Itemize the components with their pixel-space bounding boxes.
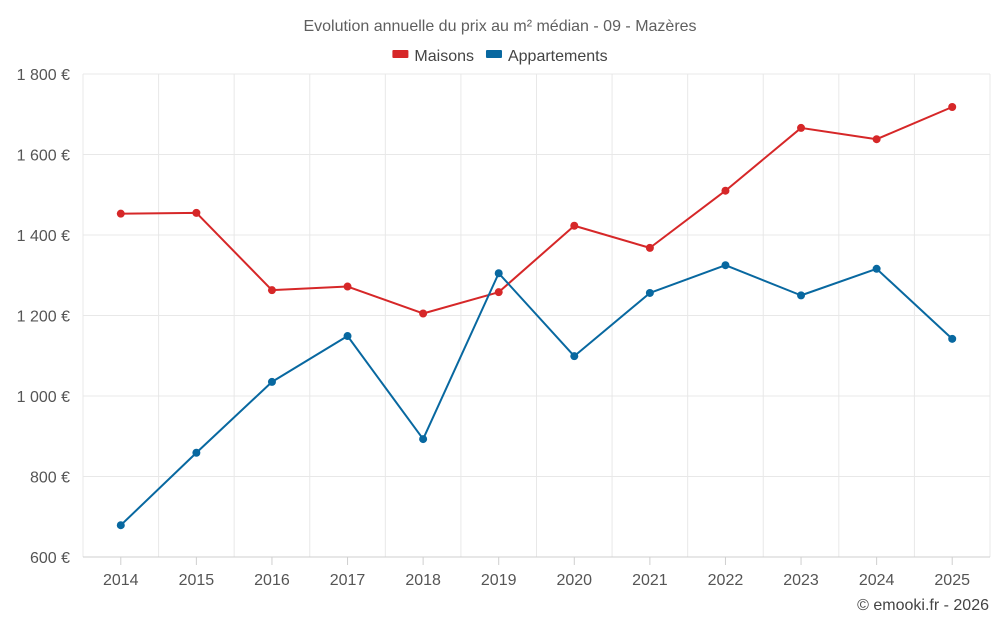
- data-point-maisons: [948, 103, 957, 112]
- y-tick-label: 1 600 €: [17, 148, 70, 165]
- data-point-appartements: [192, 448, 201, 457]
- data-point-appartements: [872, 264, 881, 273]
- data-point-appartements: [343, 332, 352, 341]
- y-tick-label: 1 200 €: [17, 309, 70, 326]
- legend-swatch: [485, 50, 502, 58]
- data-point-maisons: [494, 288, 503, 297]
- legend-label: Appartements: [508, 48, 608, 65]
- data-point-appartements: [948, 334, 957, 343]
- x-tick-label: 2016: [254, 572, 290, 589]
- legend-item-appartements: Appartements: [485, 48, 608, 65]
- x-tick-label: 2017: [330, 572, 366, 589]
- data-point-maisons: [721, 186, 730, 195]
- y-tick-label: 600 €: [30, 550, 70, 567]
- data-point-appartements: [797, 291, 806, 300]
- x-tick-label: 2015: [179, 572, 215, 589]
- x-tick-label: 2019: [481, 572, 517, 589]
- data-point-appartements: [267, 377, 276, 386]
- data-point-maisons: [192, 208, 201, 217]
- series-line-maisons: [120, 106, 953, 315]
- data-point-maisons: [267, 286, 276, 295]
- x-tick-label: 2014: [103, 572, 139, 589]
- y-tick-label: 1 400 €: [17, 228, 70, 245]
- axes: 600 € 800 € 1 000 € 1 200 € 1 400 € 1 600 € 1 …: [17, 67, 990, 589]
- credit-label: © emooki.fr - 2026: [857, 597, 989, 614]
- x-tick-label: 2022: [708, 572, 744, 589]
- data-point-maisons: [343, 282, 352, 291]
- data-point-appartements: [419, 435, 428, 444]
- data-point-appartements: [570, 352, 579, 361]
- legend-item-maisons: Maisons: [392, 48, 474, 65]
- x-tick-label: 2025: [934, 572, 970, 589]
- legend: Maisons Appartements: [392, 48, 608, 65]
- data-point-maisons: [797, 123, 806, 132]
- data-point-maisons: [116, 209, 125, 218]
- data-point-maisons: [645, 243, 654, 252]
- legend-label: Maisons: [414, 48, 474, 65]
- data-point-appartements: [494, 269, 503, 278]
- y-tick-label: 1 800 €: [17, 67, 70, 84]
- y-tick-label: 1 000 €: [17, 389, 70, 406]
- y-tick-label: 800 €: [30, 470, 70, 487]
- data-point-maisons: [419, 309, 428, 318]
- x-tick-label: 2020: [556, 572, 592, 589]
- x-tick-label: 2023: [783, 572, 819, 589]
- legend-swatch: [392, 50, 409, 58]
- data-point-maisons: [570, 221, 579, 230]
- data-point-appartements: [645, 288, 654, 297]
- x-tick-label: 2018: [405, 572, 441, 589]
- series-layer: [116, 103, 957, 530]
- data-point-appartements: [116, 521, 125, 530]
- data-point-maisons: [872, 135, 881, 144]
- x-tick-label: 2021: [632, 572, 668, 589]
- data-point-appartements: [721, 261, 730, 270]
- x-tick-label: 2024: [859, 572, 895, 589]
- chart-title: Evolution annuelle du prix au m² médian …: [303, 18, 696, 35]
- series-line-appartements: [120, 264, 953, 526]
